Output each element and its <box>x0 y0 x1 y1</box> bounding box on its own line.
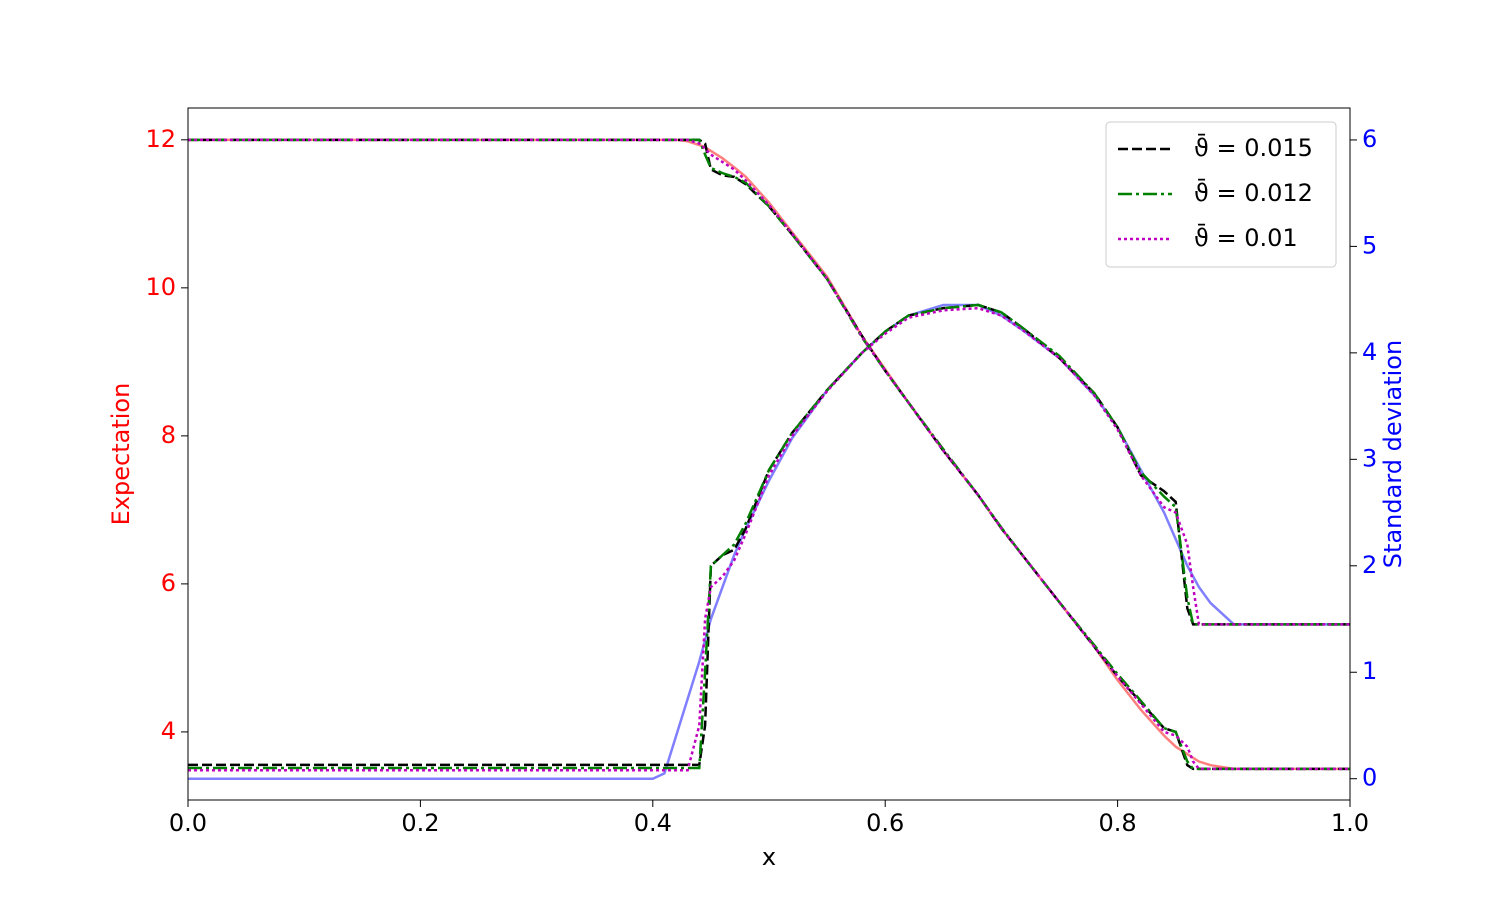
y2-axis-label: Standard deviation <box>1379 340 1407 568</box>
y-tick-label: 12 <box>145 125 176 153</box>
y-axis-label: Expectation <box>107 383 135 526</box>
x-tick-label: 0.4 <box>634 809 672 837</box>
series-line <box>188 303 1350 770</box>
y-tick-label: 10 <box>145 273 176 301</box>
y-tick-label: 4 <box>161 717 176 745</box>
x-tick-label: 0.0 <box>169 809 207 837</box>
y2-tick-label: 4 <box>1362 338 1377 366</box>
x-tick-label: 0.2 <box>401 809 439 837</box>
x-tick-label: 0.6 <box>866 809 904 837</box>
y2-tick-label: 2 <box>1362 551 1377 579</box>
plot-frame <box>187 107 1351 801</box>
series-line <box>188 306 1350 772</box>
y2-tick-label: 6 <box>1362 125 1377 153</box>
x-tick-label: 1.0 <box>1331 809 1369 837</box>
legend-label: ϑ̄ = 0.01 <box>1194 223 1298 252</box>
x-axis-label: x <box>762 843 776 871</box>
y-tick-label: 8 <box>161 421 176 449</box>
series-line <box>188 138 1350 771</box>
legend-label: ϑ̄ = 0.012 <box>1194 178 1313 207</box>
legend-box <box>1105 121 1337 268</box>
x-tick-label: 0.8 <box>1099 809 1137 837</box>
y2-tick-label: 0 <box>1362 764 1377 792</box>
y2-tick-label: 5 <box>1362 231 1377 259</box>
series-line <box>188 138 1350 771</box>
y2-tick-label: 3 <box>1362 444 1377 472</box>
y-tick-label: 6 <box>161 569 176 597</box>
legend-label: ϑ̄ = 0.015 <box>1194 133 1313 162</box>
y2-tick-label: 1 <box>1362 657 1377 685</box>
